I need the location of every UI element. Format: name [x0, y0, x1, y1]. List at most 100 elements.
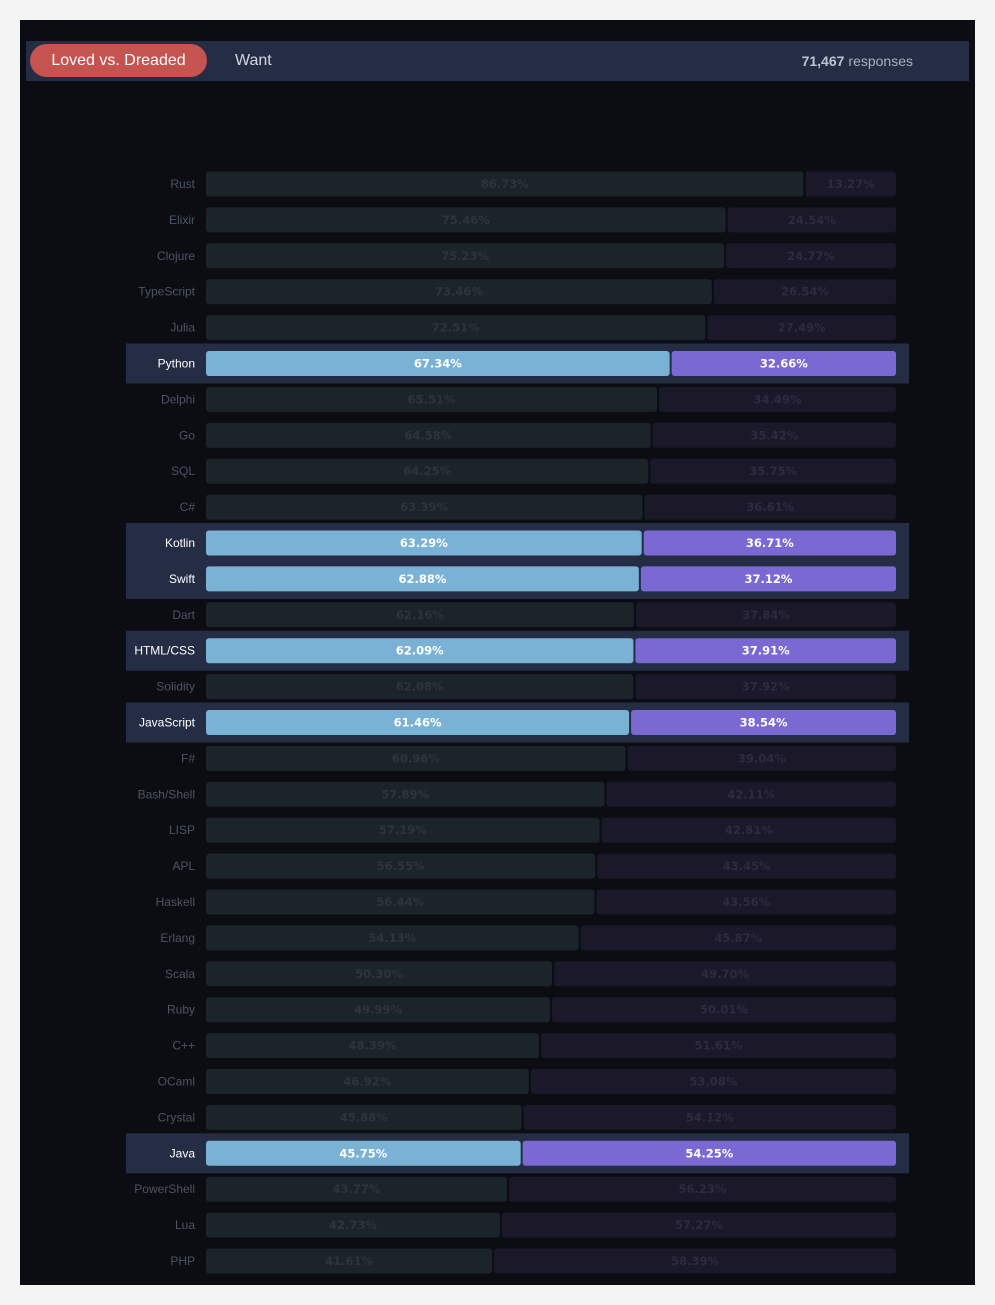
bar-loved-ocaml: [206, 1069, 529, 1094]
bar-loved-c: [206, 494, 643, 520]
bar-dreaded-ocaml: [530, 1069, 896, 1094]
bar-dreaded-sql: [650, 458, 896, 484]
category-label-erlang: Erlang: [160, 931, 195, 945]
response-count-label: responses: [848, 53, 913, 69]
bar-dreaded-apl: [597, 853, 896, 879]
response-count: 71,467 responses: [802, 41, 913, 81]
bar-dreaded-julia: [707, 315, 896, 341]
bar-loved-erlang: [206, 925, 579, 951]
category-label-scala: Scala: [165, 967, 195, 981]
data-label-loved-c: 63.39%: [400, 500, 448, 514]
category-label-solidity: Solidity: [156, 680, 195, 694]
response-count-value: 71,467: [801, 53, 845, 69]
category-label-f: F#: [181, 751, 195, 765]
loved-dreaded-bar-chart: Rust 86.73% 13.27% Elixir 75.46% 24.54% Clojur…: [126, 171, 909, 1274]
category-label-lua: Lua: [175, 1218, 195, 1232]
data-label-loved-erlang: 54.13%: [368, 931, 416, 945]
data-label-loved-python: 67.34%: [414, 357, 462, 371]
data-label-loved-java: 45.75%: [339, 1146, 387, 1160]
bar-loved-apl: [206, 853, 596, 879]
bar-loved-html-css: [206, 638, 634, 664]
bar-loved-go: [206, 422, 651, 448]
data-label-loved-swift: 62.88%: [398, 572, 446, 586]
data-label-loved-julia: 72.51%: [432, 321, 480, 335]
category-label-java: Java: [170, 1146, 196, 1160]
bar-dreaded-python: [671, 351, 896, 376]
category-label-dart: Dart: [172, 608, 195, 622]
category-label-clojure: Clojure: [157, 249, 195, 263]
bar-dreaded-swift: [640, 566, 896, 592]
data-label-loved-go: 64.58%: [404, 428, 452, 442]
data-label-dreaded-typescript: 26.54%: [781, 285, 829, 299]
bar-loved-c: [206, 1033, 539, 1059]
data-label-loved-lisp: 57.19%: [379, 823, 427, 837]
data-label-loved-javascript: 61.46%: [394, 716, 442, 730]
bar-loved-lisp: [206, 817, 600, 843]
data-label-loved-html-css: 62.09%: [396, 644, 444, 658]
data-label-dreaded-f: 39.04%: [738, 751, 786, 765]
category-label-c: C++: [172, 1039, 195, 1053]
data-label-loved-lua: 42.73%: [329, 1218, 377, 1232]
data-label-loved-haskell: 56.44%: [376, 895, 424, 909]
data-label-dreaded-powershell: 56.23%: [679, 1182, 727, 1196]
bar-loved-clojure: [206, 243, 725, 269]
data-label-loved-c: 48.39%: [348, 1039, 396, 1053]
bar-dreaded-go: [652, 422, 896, 448]
data-label-loved-scala: 50.30%: [355, 967, 403, 981]
bar-dreaded-powershell: [509, 1176, 896, 1202]
bar-loved-dart: [206, 602, 634, 628]
data-label-dreaded-kotlin: 36.71%: [746, 536, 794, 550]
data-label-dreaded-swift: 37.12%: [744, 572, 792, 586]
category-label-elixir: Elixir: [169, 213, 195, 227]
bar-dreaded-rust: [805, 171, 896, 197]
data-label-loved-apl: 56.55%: [377, 859, 425, 873]
data-label-loved-f: 60.96%: [392, 751, 440, 765]
tab-want[interactable]: Want: [235, 51, 272, 69]
bar-loved-rust: [206, 171, 804, 197]
category-label-apl: APL: [172, 859, 195, 873]
data-label-dreaded-sql: 35.75%: [749, 464, 797, 478]
data-label-loved-elixir: 75.46%: [442, 213, 490, 227]
bar-dreaded-lisp: [601, 817, 896, 843]
bar-dreaded-typescript: [713, 279, 896, 305]
data-label-dreaded-delphi: 34.49%: [754, 392, 802, 406]
data-label-dreaded-julia: 27.49%: [778, 321, 826, 335]
data-label-dreaded-ocaml: 53.08%: [689, 1075, 737, 1089]
data-label-dreaded-c: 51.61%: [694, 1039, 742, 1053]
data-label-dreaded-apl: 43.45%: [723, 859, 771, 873]
bar-dreaded-scala: [554, 961, 896, 987]
category-label-sql: SQL: [171, 464, 195, 478]
bar-loved-java: [206, 1140, 521, 1166]
data-label-loved-sql: 64.25%: [403, 464, 451, 478]
bar-loved-typescript: [206, 279, 712, 305]
bar-loved-delphi: [206, 386, 658, 412]
category-label-python: Python: [158, 357, 195, 371]
bar-loved-bash-shell: [206, 781, 605, 807]
bar-dreaded-java: [522, 1140, 896, 1166]
bar-dreaded-solidity: [635, 674, 896, 700]
data-label-dreaded-python: 32.66%: [760, 357, 808, 371]
bar-loved-julia: [206, 315, 706, 341]
category-label-kotlin: Kotlin: [165, 536, 195, 550]
bar-loved-f: [206, 745, 626, 771]
data-label-dreaded-dart: 37.84%: [742, 608, 790, 622]
data-label-dreaded-rust: 13.27%: [827, 177, 875, 191]
data-label-loved-solidity: 62.08%: [396, 680, 444, 694]
category-label-swift: Swift: [169, 572, 196, 586]
category-label-powershell: PowerShell: [134, 1182, 195, 1196]
data-label-dreaded-crystal: 54.12%: [686, 1110, 734, 1124]
bar-loved-lua: [206, 1212, 500, 1238]
bar-dreaded-javascript: [631, 710, 896, 735]
bar-dreaded-dart: [635, 602, 896, 628]
data-label-loved-typescript: 73.46%: [435, 285, 483, 299]
data-label-loved-clojure: 75.23%: [441, 249, 489, 263]
category-label-go: Go: [179, 428, 195, 442]
data-label-loved-php: 41.61%: [325, 1254, 373, 1268]
bar-dreaded-html-css: [635, 638, 896, 664]
data-label-loved-rust: 86.73%: [481, 177, 529, 191]
bar-loved-sql: [206, 458, 649, 484]
tab-loved-vs-dreaded[interactable]: Loved vs. Dreaded: [30, 44, 207, 77]
bar-loved-solidity: [206, 674, 634, 700]
bar-loved-elixir: [206, 207, 726, 233]
data-label-dreaded-lisp: 42.81%: [725, 823, 773, 837]
